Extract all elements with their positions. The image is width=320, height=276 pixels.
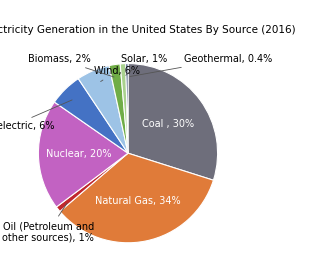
Wedge shape [126,63,128,153]
Text: Natural Gas, 34%: Natural Gas, 34% [95,197,180,206]
Text: Coal , 30%: Coal , 30% [142,119,194,129]
Wedge shape [38,102,128,207]
Text: Biomass, 2%: Biomass, 2% [28,54,114,77]
Wedge shape [120,63,128,153]
Text: Geothermal, 0.4%: Geothermal, 0.4% [130,54,272,76]
Text: Hydroelectric, 6%: Hydroelectric, 6% [0,100,72,131]
Text: Oil (Petroleum and
other sources), 1%: Oil (Petroleum and other sources), 1% [2,203,94,243]
Text: Solar, 1%: Solar, 1% [121,54,167,75]
Wedge shape [128,63,218,180]
Wedge shape [78,66,128,153]
Wedge shape [56,153,128,211]
Wedge shape [54,79,128,153]
Text: Wind, 6%: Wind, 6% [94,66,140,81]
Text: Nuclear, 20%: Nuclear, 20% [46,149,111,159]
Title: Net Electricity Generation in the United States By Source (2016): Net Electricity Generation in the United… [0,25,296,35]
Wedge shape [109,64,128,153]
Wedge shape [60,153,213,243]
